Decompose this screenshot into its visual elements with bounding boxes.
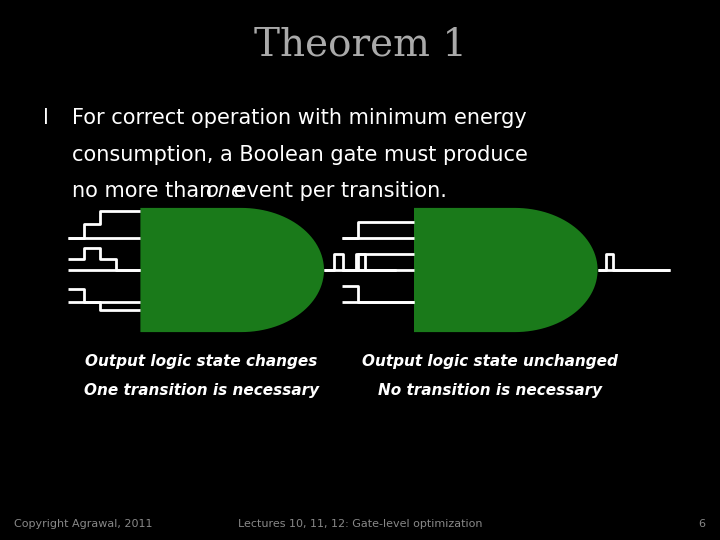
Polygon shape: [140, 208, 324, 332]
Text: Lectures 10, 11, 12: Gate-level optimization: Lectures 10, 11, 12: Gate-level optimiza…: [238, 519, 482, 529]
Text: l: l: [43, 108, 49, 128]
Text: event per transition.: event per transition.: [227, 181, 446, 201]
Text: Copyright Agrawal, 2011: Copyright Agrawal, 2011: [14, 519, 153, 529]
Text: consumption, a Boolean gate must produce: consumption, a Boolean gate must produce: [72, 145, 528, 165]
Text: Theorem 1: Theorem 1: [253, 27, 467, 64]
Text: For correct operation with minimum energy: For correct operation with minimum energ…: [72, 108, 527, 128]
Text: no more than: no more than: [72, 181, 219, 201]
Text: One transition is necessary: One transition is necessary: [84, 383, 319, 399]
Polygon shape: [414, 208, 598, 332]
Text: 6: 6: [698, 519, 706, 529]
Text: Output logic state unchanged: Output logic state unchanged: [361, 354, 618, 369]
Text: one: one: [205, 181, 244, 201]
Text: Output logic state changes: Output logic state changes: [86, 354, 318, 369]
Text: No transition is necessary: No transition is necessary: [377, 383, 602, 399]
